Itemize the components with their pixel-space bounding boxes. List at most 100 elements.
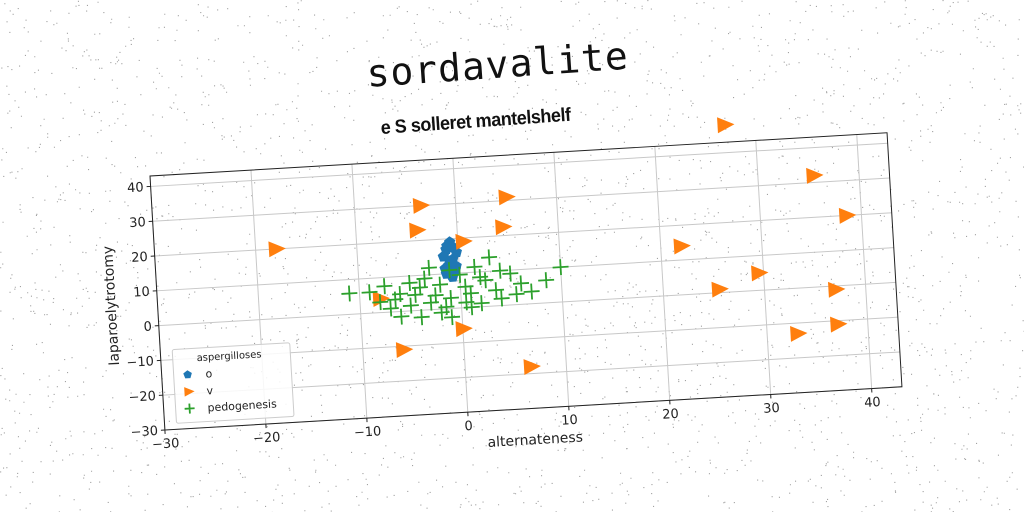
data-point-pedogenesis <box>422 294 439 311</box>
data-point-pedogenesis <box>441 262 458 279</box>
data-point-pedogenesis <box>407 286 424 303</box>
x-tick-label: −30 <box>152 436 180 453</box>
data-point-pedogenesis <box>432 276 449 293</box>
data-point-v <box>395 342 414 359</box>
data-point-pedogenesis <box>451 266 468 283</box>
data-point-v <box>751 265 769 282</box>
data-point-pedogenesis <box>473 295 490 312</box>
data-point-pedogenesis <box>502 265 519 282</box>
series-pedogenesis <box>341 249 569 326</box>
data-point-v <box>498 189 516 206</box>
x-tick-label: 30 <box>763 401 780 417</box>
x-tick-label: 10 <box>561 413 578 429</box>
data-point-pedogenesis <box>481 249 498 266</box>
data-point-pedogenesis <box>466 258 483 275</box>
y-tick-label: 0 <box>143 320 152 335</box>
legend-label-pedogenesis: pedogenesis <box>207 397 277 414</box>
data-point-o <box>447 241 459 253</box>
data-point-pedogenesis <box>462 285 479 302</box>
scatter-plot: −30 −20 −10 0 10 20 30 40 −30 −20 −10 0 10 20 30 40 al… <box>100 117 903 453</box>
data-point-pedogenesis <box>376 278 393 295</box>
legend-label-o: o <box>205 367 213 380</box>
data-point-pedogenesis <box>420 259 437 276</box>
y-tick-label: −20 <box>128 389 156 406</box>
x-tick-label: −20 <box>253 430 281 447</box>
data-point-v <box>523 359 541 375</box>
data-point-pedogenesis <box>372 294 389 311</box>
y-axis-label: laparoelytrotomy <box>100 245 123 366</box>
series-v <box>268 117 857 375</box>
legend-title: aspergilloses <box>196 349 261 364</box>
data-point-pedogenesis <box>361 284 378 301</box>
data-point-pedogenesis <box>512 275 530 292</box>
y-axis-ticks: −30 −20 −10 0 10 20 30 40 <box>126 180 165 441</box>
data-point-pedogenesis <box>508 286 525 303</box>
data-point-v <box>790 325 808 342</box>
y-tick-label: −30 <box>130 424 158 441</box>
gridline-x <box>856 134 873 389</box>
legend-marker-v <box>184 387 195 397</box>
data-point-pedogenesis <box>493 290 510 307</box>
gridline-y <box>152 177 890 222</box>
data-point-pedogenesis <box>552 259 569 276</box>
y-tick-label: 20 <box>131 250 148 266</box>
data-point-pedogenesis <box>401 274 418 291</box>
legend-box <box>171 342 295 424</box>
data-point-pedogenesis <box>433 304 450 321</box>
gridline-y <box>150 142 888 187</box>
data-point-pedogenesis <box>477 272 494 289</box>
y-tick-label: 40 <box>127 180 144 196</box>
gridline-y <box>154 212 892 257</box>
data-point-v <box>412 197 431 214</box>
plot-frame <box>149 132 903 431</box>
data-point-pedogenesis <box>523 283 540 300</box>
gridline-x <box>351 164 368 419</box>
data-point-pedogenesis <box>393 308 410 325</box>
data-point-v <box>455 233 473 250</box>
x-tick-label: 0 <box>464 419 473 434</box>
data-point-v <box>495 219 513 236</box>
data-point-pedogenesis <box>387 291 404 308</box>
x-tick-label: −10 <box>354 424 382 441</box>
legend-label-v: v <box>206 384 214 397</box>
data-point-v <box>838 207 857 224</box>
data-point-pedogenesis <box>491 262 509 279</box>
data-point-pedogenesis <box>416 270 433 287</box>
gridline-x <box>553 152 570 407</box>
gridline-x <box>755 140 772 395</box>
plot-area-container: −30 −20 −10 0 10 20 30 40 −30 −20 −10 0 10 20 30 40 al… <box>100 117 923 455</box>
y-tick-label: 10 <box>133 285 150 301</box>
data-point-pedogenesis <box>463 299 480 316</box>
data-point-pedogenesis <box>538 272 555 289</box>
data-point-v <box>673 238 691 255</box>
data-point-pedogenesis <box>444 309 461 326</box>
data-point-v <box>806 167 824 184</box>
data-point-v <box>830 316 848 333</box>
x-axis-label: alternateness <box>487 429 583 451</box>
data-point-v <box>717 117 735 134</box>
legend-marker-pedogenesis <box>184 403 195 414</box>
data-point-v <box>409 222 427 239</box>
gridline-x <box>452 158 469 413</box>
y-tick-label: 30 <box>129 215 146 231</box>
y-tick-label: −10 <box>126 354 154 371</box>
gridline-y <box>158 281 896 327</box>
data-point-v <box>711 281 729 298</box>
gridline-y <box>156 247 894 292</box>
data-marks <box>268 117 857 375</box>
data-point-pedogenesis <box>413 309 430 326</box>
data-point-pedogenesis <box>442 289 459 307</box>
data-point-pedogenesis <box>402 297 419 314</box>
data-point-v <box>455 321 473 338</box>
data-point-v <box>827 281 846 298</box>
legend-marker-o <box>183 370 192 379</box>
x-axis-ticks: −30 −20 −10 0 10 20 30 40 <box>152 388 881 453</box>
gridline-x <box>654 146 671 401</box>
x-tick-label: 20 <box>662 407 679 423</box>
data-point-pedogenesis <box>488 282 505 299</box>
data-point-pedogenesis <box>341 285 358 302</box>
data-point-v <box>268 241 286 258</box>
data-point-pedogenesis <box>382 300 399 317</box>
x-tick-label: 40 <box>864 395 881 411</box>
